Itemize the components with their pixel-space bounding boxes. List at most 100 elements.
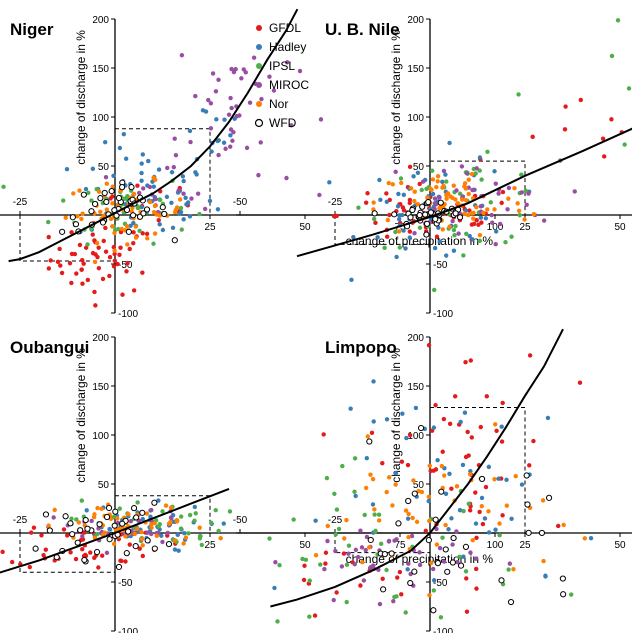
data-point-miroc bbox=[346, 551, 351, 556]
data-point-wfd bbox=[81, 556, 88, 564]
data-point-ipsl bbox=[192, 518, 197, 523]
data-point-gfdl bbox=[140, 553, 145, 559]
data-point-nor bbox=[151, 209, 157, 215]
data-point-gfdl bbox=[500, 189, 506, 195]
data-point-gfdl bbox=[74, 271, 79, 276]
data-point-gfdl bbox=[41, 552, 46, 558]
data-point-hadley bbox=[437, 239, 442, 244]
data-point-wfd bbox=[442, 546, 449, 553]
data-point-ipsl bbox=[523, 188, 528, 193]
data-point-nor bbox=[132, 531, 137, 537]
data-point-gfdl bbox=[140, 231, 145, 236]
data-point-miroc bbox=[297, 68, 303, 74]
data-point-nor bbox=[497, 521, 502, 526]
data-point-gfdl bbox=[399, 592, 404, 597]
data-point-wfd bbox=[69, 531, 76, 538]
data-point-miroc bbox=[256, 172, 261, 178]
data-point-gfdl bbox=[384, 234, 390, 239]
data-point-nor bbox=[439, 463, 445, 469]
data-point-gfdl bbox=[92, 238, 97, 243]
data-point-wfd bbox=[430, 607, 437, 614]
data-point-wfd bbox=[139, 509, 146, 516]
data-point-nor bbox=[94, 240, 100, 246]
data-point-ipsl bbox=[86, 190, 91, 196]
data-point-wfd bbox=[366, 438, 373, 445]
data-point-gfdl bbox=[39, 533, 44, 538]
data-point-gfdl bbox=[433, 402, 438, 408]
data-point-hadley bbox=[479, 495, 485, 501]
data-point-gfdl bbox=[108, 196, 113, 201]
fit-curve bbox=[296, 127, 632, 258]
data-point-gfdl bbox=[131, 288, 137, 293]
data-point-gfdl bbox=[46, 266, 52, 271]
data-point-nor bbox=[492, 477, 497, 482]
data-point-wfd bbox=[151, 545, 158, 552]
data-point-wfd bbox=[130, 505, 138, 512]
data-point-miroc bbox=[318, 117, 324, 122]
data-point-gfdl bbox=[85, 277, 91, 283]
data-point-miroc bbox=[241, 67, 246, 72]
x-tick-label: 75 bbox=[394, 540, 406, 551]
data-point-wfd bbox=[140, 210, 147, 217]
data-point-gfdl bbox=[474, 535, 479, 541]
data-point-wfd bbox=[161, 210, 168, 218]
data-point-miroc bbox=[434, 526, 439, 532]
data-point-wfd bbox=[108, 188, 115, 195]
data-point-hadley bbox=[378, 197, 383, 202]
data-point-hadley bbox=[83, 186, 89, 192]
data-point-nor bbox=[561, 522, 566, 528]
data-point-wfd bbox=[144, 537, 151, 544]
data-point-nor bbox=[471, 216, 476, 221]
data-point-ipsl bbox=[516, 92, 521, 97]
data-point-nor bbox=[463, 197, 469, 203]
data-point-hadley bbox=[139, 178, 144, 183]
data-point-nor bbox=[98, 209, 103, 215]
data-point-gfdl bbox=[478, 424, 483, 430]
data-point-miroc bbox=[195, 191, 201, 196]
data-point-nor bbox=[131, 191, 137, 197]
data-point-miroc bbox=[432, 206, 437, 212]
data-point-gfdl bbox=[423, 528, 428, 534]
data-point-nor bbox=[411, 478, 416, 483]
x-tick-label: 25 bbox=[204, 540, 216, 551]
data-point-hadley bbox=[151, 184, 157, 189]
data-point-gfdl bbox=[67, 261, 73, 266]
scatter-points bbox=[327, 18, 632, 293]
data-point-hadley bbox=[169, 200, 174, 206]
data-point-gfdl bbox=[499, 439, 505, 444]
data-point-hadley bbox=[404, 435, 409, 441]
data-point-nor bbox=[149, 525, 154, 530]
data-point-ipsl bbox=[324, 475, 330, 481]
y-tick-label: 200 bbox=[92, 15, 109, 26]
data-point-ipsl bbox=[275, 619, 280, 624]
data-point-gfdl bbox=[0, 549, 5, 555]
data-point-ipsl bbox=[307, 578, 312, 583]
data-point-nor bbox=[425, 195, 430, 200]
data-point-gfdl bbox=[77, 242, 83, 248]
fit-curve bbox=[270, 328, 564, 608]
x-tick-label: 25 bbox=[204, 222, 216, 233]
data-point-miroc bbox=[206, 97, 211, 103]
data-point-miroc bbox=[526, 191, 531, 196]
data-point-miroc bbox=[168, 515, 174, 520]
data-point-wfd bbox=[62, 513, 69, 520]
data-point-nor bbox=[145, 236, 150, 241]
data-point-hadley bbox=[449, 516, 454, 521]
data-point-nor bbox=[513, 473, 518, 479]
data-point-gfdl bbox=[464, 576, 469, 581]
data-point-nor bbox=[447, 224, 452, 229]
data-point-miroc bbox=[322, 566, 327, 572]
data-point-gfdl bbox=[426, 343, 432, 348]
data-point-gfdl bbox=[331, 213, 337, 219]
data-point-hadley bbox=[221, 521, 226, 526]
data-point-ipsl bbox=[1, 184, 6, 190]
data-point-ipsl bbox=[452, 233, 457, 238]
data-point-gfdl bbox=[123, 559, 128, 564]
data-point-gfdl bbox=[474, 566, 479, 572]
data-point-miroc bbox=[247, 100, 253, 105]
data-point-gfdl bbox=[31, 525, 37, 530]
data-point-nor bbox=[429, 187, 434, 192]
data-point-hadley bbox=[509, 516, 514, 521]
data-point-hadley bbox=[395, 204, 401, 209]
